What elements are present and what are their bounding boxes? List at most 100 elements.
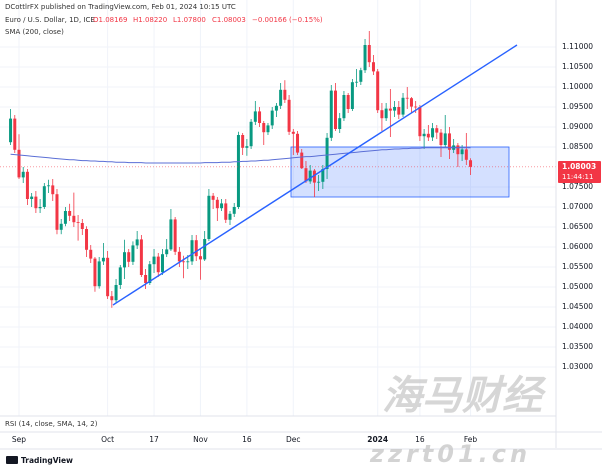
- candle-body: [380, 110, 384, 119]
- rsi-label: RSI (14, close, SMA, 14, 2): [5, 420, 98, 428]
- candle-body: [25, 171, 29, 199]
- candle-body: [215, 199, 219, 209]
- y-tick-label: 1.08500: [562, 142, 593, 151]
- candle-body: [144, 275, 148, 283]
- candle-body: [148, 264, 152, 283]
- watermark: zzrt01.cn: [369, 440, 531, 468]
- sma-line: [10, 147, 471, 164]
- candle-body: [220, 203, 224, 209]
- candle-body: [249, 121, 253, 147]
- y-tick-label: 1.09500: [562, 102, 593, 111]
- candle-body: [342, 95, 346, 119]
- y-tick-label: 1.03000: [562, 362, 593, 371]
- y-tick-label: 1.03500: [562, 342, 593, 351]
- candle-body: [51, 185, 55, 195]
- candles: [0, 31, 556, 308]
- candle-body: [42, 186, 46, 207]
- candle-body: [182, 261, 186, 263]
- candle-body: [198, 256, 202, 260]
- candle-body: [321, 169, 325, 182]
- candle-body: [232, 207, 236, 214]
- candle-body: [296, 133, 300, 153]
- candle-body: [72, 215, 76, 223]
- candle-body: [93, 258, 97, 287]
- candle-body: [304, 168, 308, 182]
- candle-body: [388, 108, 392, 111]
- candle-body: [127, 252, 131, 262]
- candle-body: [346, 95, 350, 109]
- candle-body: [17, 149, 21, 178]
- legend-value: H1.08220: [133, 16, 167, 24]
- candle-body: [464, 149, 468, 160]
- y-tick-label: 1.07000: [562, 202, 593, 211]
- x-tick-label: Oct: [101, 435, 114, 444]
- candle-body: [118, 267, 122, 285]
- candle-body: [186, 261, 190, 263]
- candle-body: [30, 196, 34, 199]
- candle-body: [460, 149, 464, 155]
- price-tag: [558, 161, 601, 183]
- candle-body: [207, 195, 211, 239]
- x-tick-label: Sep: [12, 435, 26, 444]
- candle-body: [34, 196, 38, 209]
- candle-body: [456, 145, 460, 155]
- candle-body: [338, 118, 342, 129]
- candle-body: [439, 132, 443, 145]
- candle-body: [245, 146, 249, 148]
- candle-body: [308, 170, 312, 182]
- candle-body: [270, 110, 274, 126]
- candle-body: [68, 211, 72, 216]
- candle-body: [114, 285, 118, 301]
- x-tick-label: 17: [149, 435, 159, 444]
- candle-body: [431, 128, 435, 138]
- candle-body: [300, 152, 304, 169]
- candle-body: [156, 256, 160, 273]
- legend-value: L1.07800: [173, 16, 206, 24]
- candle-body: [426, 133, 430, 138]
- candle-body: [38, 207, 42, 209]
- candle-body: [97, 261, 101, 287]
- candle-body: [123, 252, 126, 268]
- x-tick-label: Nov: [193, 435, 208, 444]
- candle-body: [203, 239, 207, 260]
- legend-value: O1.08169: [93, 16, 127, 24]
- candle-body: [325, 137, 329, 169]
- candle-body: [63, 211, 67, 224]
- candle-body: [21, 171, 25, 178]
- candle-body: [13, 118, 17, 150]
- candle-body: [101, 257, 105, 262]
- y-tick-label: 1.11000: [562, 42, 593, 51]
- footer-logo[interactable]: TradingView: [21, 456, 73, 465]
- x-tick-label: 16: [415, 435, 425, 444]
- candle-body: [9, 118, 13, 143]
- candle-body: [334, 90, 337, 129]
- candle-body: [173, 219, 177, 252]
- candle-body: [355, 81, 359, 83]
- y-tick-label: 1.04500: [562, 302, 593, 311]
- candle-body: [165, 249, 169, 255]
- candle-body: [177, 251, 181, 262]
- candle-body: [80, 223, 84, 229]
- legend-value: C1.08003: [212, 16, 246, 24]
- candle-body: [224, 203, 228, 220]
- x-tick-label: Feb: [464, 435, 478, 444]
- candle-body: [363, 45, 367, 71]
- candle-body: [139, 239, 143, 275]
- x-tick-label: Dec: [286, 435, 301, 444]
- candle-body: [228, 213, 232, 220]
- y-tick-label: 1.06000: [562, 242, 593, 251]
- candle-body: [405, 97, 409, 99]
- candle-body: [350, 82, 354, 109]
- candle-body: [169, 219, 173, 250]
- candle-body: [279, 89, 283, 106]
- indicator-label: SMA (200, close): [5, 28, 64, 36]
- y-tick-label: 1.09000: [562, 122, 593, 131]
- candle-body: [76, 222, 80, 223]
- candle-body: [152, 256, 156, 265]
- watermark: 海马财经: [382, 373, 547, 419]
- candle-body: [312, 170, 316, 183]
- candle-body: [262, 123, 266, 133]
- candle-body: [447, 133, 451, 150]
- candle-body: [397, 107, 401, 115]
